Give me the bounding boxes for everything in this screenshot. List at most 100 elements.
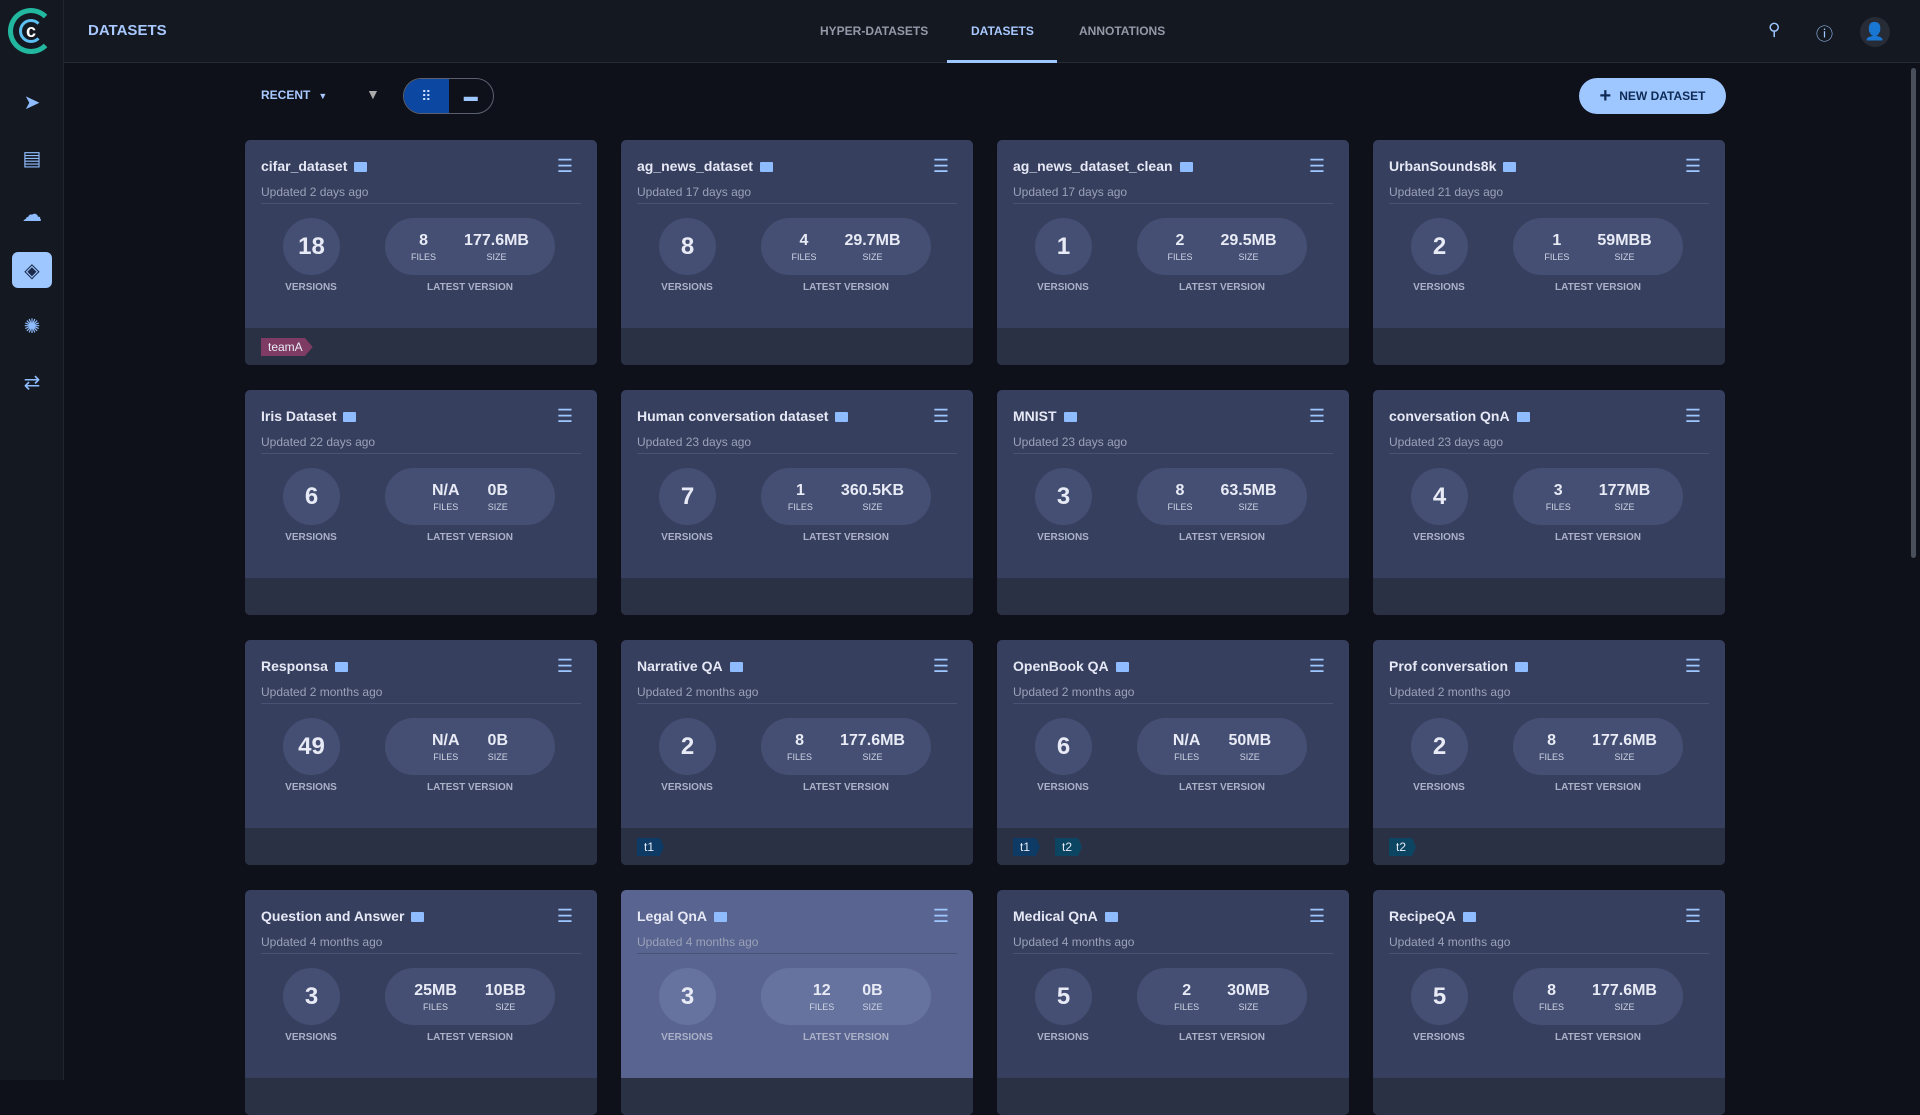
grid-view-button[interactable]: ⠿: [404, 79, 449, 113]
new-dataset-button[interactable]: + NEW DATASET: [1579, 78, 1726, 114]
dataset-card[interactable]: cifar_dataset ☰ Updated 2 days ago 18 VE…: [245, 140, 597, 365]
dataset-card[interactable]: Iris Dataset ☰ Updated 22 days ago 6 VER…: [245, 390, 597, 615]
dataset-name[interactable]: UrbanSounds8k: [1389, 158, 1517, 174]
help-icon[interactable]: ⓘ: [1816, 25, 1833, 44]
menu-icon[interactable]: ☰: [932, 156, 949, 176]
size-label: SIZE: [487, 751, 508, 762]
active-tab-indicator: [947, 60, 1057, 63]
menu-icon[interactable]: ☰: [556, 906, 573, 926]
dataset-name[interactable]: ag_news_dataset_clean: [1013, 158, 1193, 174]
menu-icon[interactable]: ☰: [1684, 406, 1701, 426]
dataset-name[interactable]: cifar_dataset: [261, 158, 368, 174]
dataset-name[interactable]: Prof conversation: [1389, 658, 1529, 674]
dataset-card[interactable]: Medical QnA ☰ Updated 4 months ago 5 VER…: [997, 890, 1349, 1115]
dataset-name[interactable]: Responsa: [261, 658, 348, 674]
menu-icon[interactable]: ☰: [1308, 656, 1325, 676]
versions-label: VERSIONS: [285, 282, 337, 293]
latest-version-label: LATEST VERSION: [1179, 532, 1265, 543]
dataset-name[interactable]: RecipeQA: [1389, 908, 1476, 924]
size-label: SIZE: [1614, 1001, 1635, 1012]
datasets-nav-icon[interactable]: ◈: [12, 252, 52, 288]
card-footer: [245, 578, 597, 615]
tab-datasets[interactable]: DATASETS: [971, 24, 1034, 38]
versions-label: VERSIONS: [1413, 782, 1465, 793]
scrollbar[interactable]: [1911, 68, 1916, 558]
folder-view-button[interactable]: ▬: [463, 88, 478, 104]
dataset-name[interactable]: Human conversation dataset: [637, 408, 849, 424]
dataset-name[interactable]: Legal QnA: [637, 908, 728, 924]
divider: [1389, 953, 1709, 954]
menu-icon[interactable]: ☰: [1684, 656, 1701, 676]
menu-icon[interactable]: ☰: [932, 406, 949, 426]
latest-version-label: LATEST VERSION: [803, 282, 889, 293]
dataset-card[interactable]: conversation QnA ☰ Updated 23 days ago 4…: [1373, 390, 1725, 615]
menu-icon[interactable]: ☰: [1308, 906, 1325, 926]
dataset-name[interactable]: conversation QnA: [1389, 408, 1530, 424]
menu-icon[interactable]: ☰: [932, 656, 949, 676]
menu-icon[interactable]: ☰: [556, 156, 573, 176]
menu-icon[interactable]: ☰: [1684, 156, 1701, 176]
updated-time: Updated 2 months ago: [1013, 685, 1135, 699]
folder-icon: [1179, 162, 1193, 173]
versions-count: 4: [1411, 468, 1468, 525]
menu-icon[interactable]: ☰: [556, 656, 573, 676]
dataset-name-text: MNIST: [1013, 408, 1057, 424]
dataset-card[interactable]: MNIST ☰ Updated 23 days ago 3 VERSIONS 8…: [997, 390, 1349, 615]
versions-count: 3: [283, 968, 340, 1025]
filter-icon[interactable]: ▼: [366, 86, 380, 102]
size-value: 10BB: [484, 981, 526, 999]
versions-count: 1: [1035, 218, 1092, 275]
logo[interactable]: c: [8, 8, 54, 54]
sort-dropdown[interactable]: RECENT ▼: [261, 88, 327, 102]
dataset-card[interactable]: ag_news_dataset_clean ☰ Updated 17 days …: [997, 140, 1349, 365]
dataset-card[interactable]: Prof conversation ☰ Updated 2 months ago…: [1373, 640, 1725, 865]
tag[interactable]: t1: [637, 838, 665, 856]
tag[interactable]: teamA: [261, 338, 313, 356]
workers-nav-icon[interactable]: ⇄: [23, 371, 41, 394]
menu-icon[interactable]: ☰: [556, 406, 573, 426]
tag[interactable]: t2: [1389, 838, 1417, 856]
dataset-card[interactable]: Question and Answer ☰ Updated 4 months a…: [245, 890, 597, 1115]
orchestration-nav-icon[interactable]: ☁: [22, 203, 42, 226]
dataset-name[interactable]: Iris Dataset: [261, 408, 357, 424]
tag[interactable]: t2: [1055, 838, 1083, 856]
latest-version-stats: 2 FILES 29.5MB SIZE: [1137, 218, 1307, 275]
dataset-card[interactable]: Responsa ☰ Updated 2 months ago 49 VERSI…: [245, 640, 597, 865]
pipelines-nav-icon[interactable]: ➤: [23, 91, 41, 114]
dataset-card[interactable]: RecipeQA ☰ Updated 4 months ago 5 VERSIO…: [1373, 890, 1725, 1115]
tab-hyper-datasets[interactable]: HYPER-DATASETS: [820, 24, 929, 38]
dataset-card[interactable]: Narrative QA ☰ Updated 2 months ago 2 VE…: [621, 640, 973, 865]
menu-icon[interactable]: ☰: [932, 906, 949, 926]
projects-nav-icon[interactable]: ▤: [22, 147, 42, 170]
dataset-card[interactable]: Human conversation dataset ☰ Updated 23 …: [621, 390, 973, 615]
versions-label: VERSIONS: [1413, 1032, 1465, 1043]
menu-icon[interactable]: ☰: [1308, 406, 1325, 426]
dataset-name-text: Medical QnA: [1013, 908, 1098, 924]
dataset-name[interactable]: MNIST: [1013, 408, 1077, 424]
dataset-name[interactable]: Medical QnA: [1013, 908, 1118, 924]
tag[interactable]: t1: [1013, 838, 1041, 856]
versions-value: 49: [298, 732, 325, 760]
menu-icon[interactable]: ☰: [1684, 906, 1701, 926]
dataset-name[interactable]: Narrative QA: [637, 658, 743, 674]
versions-count: 2: [1411, 218, 1468, 275]
tab-annotations[interactable]: ANNOTATIONS: [1079, 24, 1166, 38]
dataset-card[interactable]: ag_news_dataset ☰ Updated 17 days ago 8 …: [621, 140, 973, 365]
dataset-name[interactable]: Question and Answer: [261, 908, 425, 924]
avatar[interactable]: 👤: [1860, 17, 1890, 47]
versions-label: VERSIONS: [1037, 1032, 1089, 1043]
dataset-card[interactable]: UrbanSounds8k ☰ Updated 21 days ago 2 VE…: [1373, 140, 1725, 365]
dataset-name[interactable]: OpenBook QA: [1013, 658, 1129, 674]
updated-time: Updated 21 days ago: [1389, 185, 1504, 199]
size-label: SIZE: [495, 1001, 516, 1012]
dataset-name[interactable]: ag_news_dataset: [637, 158, 773, 174]
search-icon[interactable]: ⚲: [1768, 20, 1781, 39]
menu-icon[interactable]: ☰: [1308, 156, 1325, 176]
models-nav-icon[interactable]: ✺: [23, 315, 41, 338]
files-label: FILES: [411, 251, 437, 262]
dataset-card[interactable]: OpenBook QA ☰ Updated 2 months ago 6 VER…: [997, 640, 1349, 865]
files-label: FILES: [1174, 1001, 1200, 1012]
dataset-card[interactable]: Legal QnA ☰ Updated 4 months ago 3 VERSI…: [621, 890, 973, 1115]
dataset-name-text: conversation QnA: [1389, 408, 1510, 424]
folder-icon: [1063, 412, 1077, 423]
